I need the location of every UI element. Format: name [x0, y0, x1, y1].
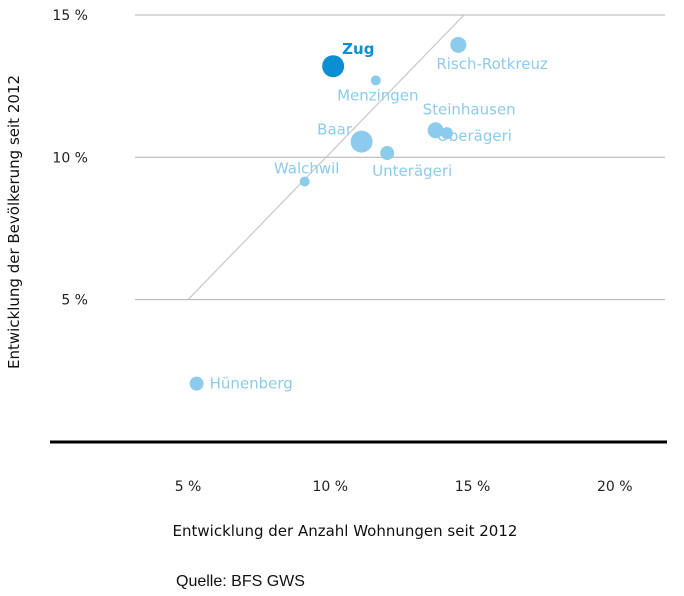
point-label-baar: Baar — [317, 121, 353, 139]
data-point-zug — [322, 55, 345, 78]
point-label-zug: Zug — [342, 40, 374, 58]
data-point-baar — [350, 130, 373, 153]
source-note: Quelle: BFS GWS — [176, 573, 305, 590]
data-point-risch-rotkreuz — [450, 36, 467, 53]
y-tick-label: 15 % — [52, 8, 88, 24]
reference-diagonal-line — [187, 14, 465, 301]
data-point-steinhausen — [427, 122, 444, 139]
data-point-menzingen — [370, 75, 381, 86]
point-label-ober-geri: Oberägeri — [437, 127, 512, 145]
y-tick-label: 10 % — [52, 150, 88, 166]
y-tick-label: 5 % — [61, 293, 88, 309]
x-tick-label: 10 % — [313, 479, 349, 495]
point-label-steinhausen: Steinhausen — [423, 100, 516, 118]
x-axis-title: Entwicklung der Anzahl Wohnungen seit 20… — [173, 522, 518, 540]
x-tick-label: 20 % — [597, 479, 633, 495]
data-point-h-nenberg — [189, 376, 204, 391]
point-label-walchwil: Walchwil — [274, 159, 340, 177]
data-point-unter-geri — [380, 146, 395, 161]
point-label-unter-geri: Unterägeri — [372, 162, 452, 180]
x-tick-label: 5 % — [175, 479, 202, 495]
data-point-ober-geri — [440, 127, 453, 140]
point-label-risch-rotkreuz: Risch-Rotkreuz — [436, 55, 548, 73]
data-point-walchwil — [299, 176, 310, 187]
y-axis-title: Entwicklung der Bevölkerung seit 2012 — [5, 75, 23, 369]
point-label-h-nenberg: Hünenberg — [210, 375, 293, 393]
point-label-menzingen: Menzingen — [337, 86, 418, 104]
x-tick-label: 15 % — [455, 479, 491, 495]
